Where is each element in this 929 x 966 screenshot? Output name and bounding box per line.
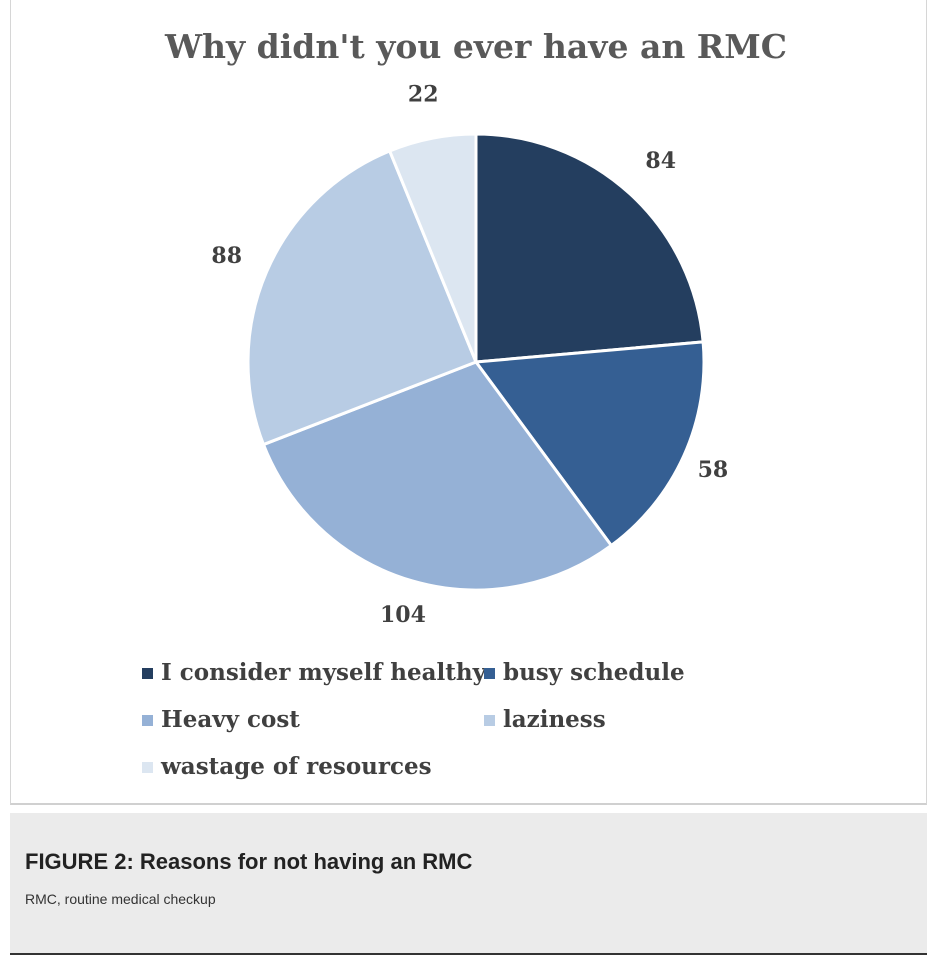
figure-frame: Why didn't you ever have an RMC 84 58 104 8…: [10, 0, 927, 805]
legend-swatch-wastage-of-resources: [142, 762, 153, 773]
pie-slice-wastage-of-resources: [387, 132, 478, 363]
legend-label-heavy-cost: Heavy cost: [161, 706, 300, 733]
legend-label-busy-schedule: busy schedule: [503, 659, 685, 686]
data-label-i-consider-myself-healthy: 84: [645, 148, 676, 174]
caption-title: FIGURE 2: Reasons for not having an RMC: [25, 849, 473, 874]
pie-slices: [246, 132, 706, 592]
legend-swatch-laziness: [484, 715, 495, 726]
pie-slice-busy-schedule: [473, 340, 706, 548]
pie-slice-i-consider-myself-healthy: [474, 132, 705, 364]
data-label-wastage-of-resources: 22: [408, 82, 439, 108]
pie-slice-heavy-cost: [261, 360, 614, 592]
data-label-busy-schedule: 58: [698, 457, 729, 483]
bottom-divider: [10, 953, 927, 955]
data-label-heavy-cost: 104: [380, 602, 426, 628]
pie-chart: Why didn't you ever have an RMC 84581048…: [142, 27, 787, 780]
caption-text: RMC, routine medical checkup: [25, 891, 216, 907]
figure-caption: FIGURE 2: Reasons for not having an RMC …: [10, 813, 927, 953]
legend-label-wastage-of-resources: wastage of resources: [160, 753, 432, 780]
chart-title: Why didn't you ever have an RMC: [164, 27, 787, 66]
data-label-laziness: 88: [211, 243, 242, 269]
legend-swatch-i-consider-myself-healthy: [142, 668, 153, 679]
legend-swatch-busy-schedule: [484, 668, 495, 679]
legend-swatch-heavy-cost: [142, 715, 153, 726]
chart-legend: I consider myself healthy busy schedule He…: [142, 659, 685, 780]
pie-data-labels: 84 58 104 88 22: [211, 82, 728, 628]
legend-label-laziness: laziness: [503, 706, 606, 733]
legend-label-i-consider-myself-healthy: I consider myself healthy: [161, 659, 487, 686]
